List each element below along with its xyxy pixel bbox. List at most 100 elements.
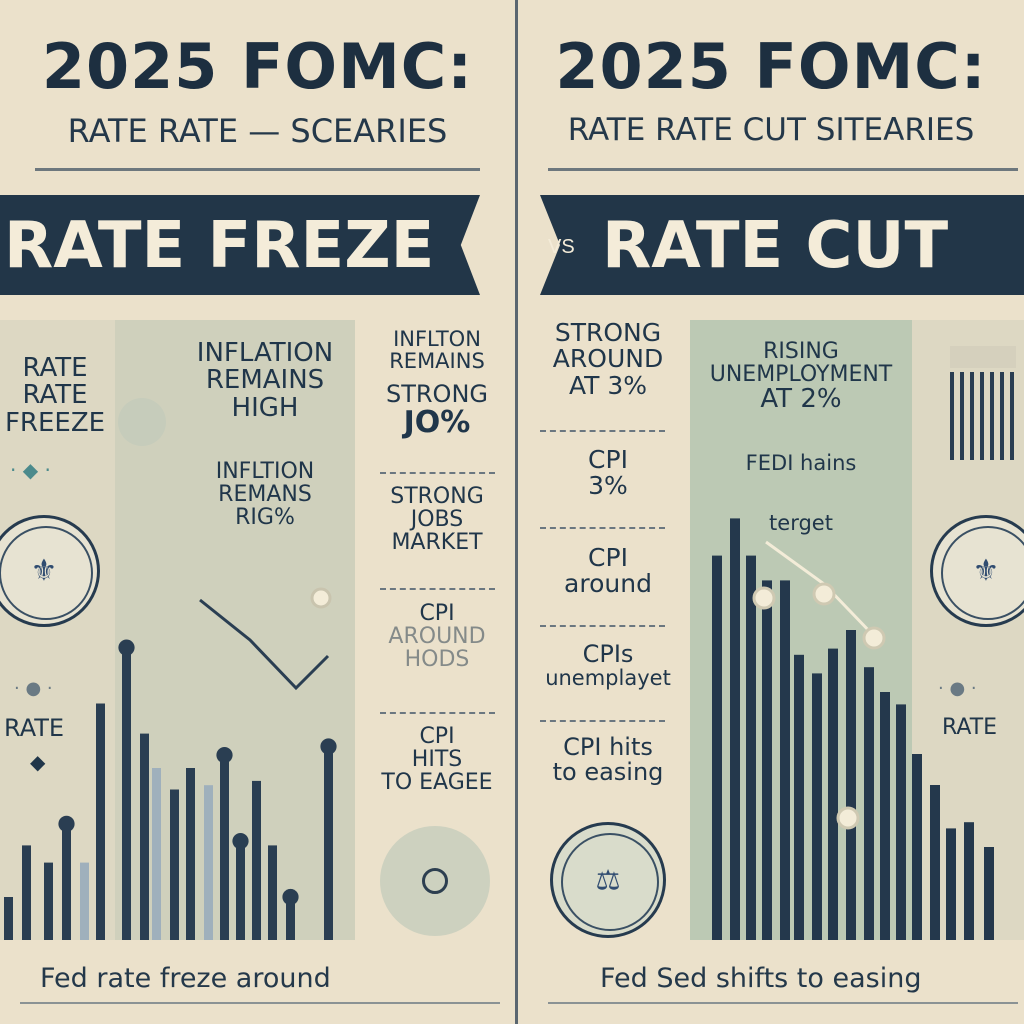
seal-ring bbox=[0, 526, 93, 620]
left-separator-3 bbox=[380, 712, 495, 714]
left-separator-2 bbox=[380, 588, 495, 590]
left-bar-12 bbox=[220, 755, 229, 940]
rcol2-line-1: CPI bbox=[588, 445, 628, 474]
col1-line-2: REMAINS bbox=[389, 349, 485, 374]
right-bar-2 bbox=[746, 555, 756, 940]
right-footer: Fed Sed shifts to easing bbox=[600, 963, 922, 994]
right-bar-1 bbox=[730, 518, 740, 940]
right-column-block-5: CPI hits to easing bbox=[528, 734, 688, 787]
right-trend-marker-3 bbox=[836, 806, 860, 830]
right-separator-4 bbox=[540, 720, 665, 722]
right-separator-3 bbox=[540, 625, 665, 627]
left-bar-6 bbox=[122, 647, 131, 940]
right-eagle-icon: ⚜ bbox=[972, 554, 1000, 588]
right-bar-14 bbox=[946, 828, 956, 940]
right-bar-8 bbox=[846, 630, 856, 940]
left-bar-7 bbox=[140, 733, 149, 940]
left-footer-rule bbox=[20, 1002, 500, 1004]
left-banner: RATE FREZE bbox=[0, 195, 480, 295]
left-bar-9 bbox=[170, 789, 179, 940]
right-footer-rule bbox=[548, 1002, 1018, 1004]
rcol1-line-2: AROUND bbox=[552, 344, 664, 374]
coin-icon bbox=[118, 398, 166, 446]
rcol5-line-2: to easing bbox=[552, 758, 664, 787]
left-trend-marker bbox=[310, 587, 332, 609]
col2-line-2: JOBS bbox=[410, 507, 464, 533]
right-bar-15 bbox=[964, 822, 974, 940]
col1-line-3: STRONG bbox=[385, 380, 488, 409]
vs-label: VS bbox=[548, 236, 575, 258]
right-center-label-2: terget bbox=[769, 511, 833, 535]
left-bar-14 bbox=[252, 780, 261, 940]
right-bar-12 bbox=[912, 754, 922, 940]
right-title-rule bbox=[548, 168, 1018, 171]
left-bar-2 bbox=[44, 862, 53, 940]
center-line-4: INFLTION bbox=[215, 459, 315, 484]
left-separator-1 bbox=[380, 472, 495, 474]
right-separator-1 bbox=[540, 430, 665, 432]
left-bar-10 bbox=[186, 768, 195, 940]
col3-line-3: HODS bbox=[404, 647, 470, 673]
col2-line-3: MARKET bbox=[391, 530, 483, 556]
left-bar-3-cap bbox=[58, 815, 75, 833]
left-bar-chart bbox=[4, 587, 337, 940]
right-rate-label: RATE bbox=[942, 715, 998, 740]
rcol4-line-2: unemplayet bbox=[545, 666, 671, 691]
left-title: 2025 FOMC: bbox=[41, 30, 474, 103]
building-pillars bbox=[950, 372, 1016, 460]
right-center-block-1: RISING UNEMPLOYMENT AT 2% bbox=[694, 340, 908, 413]
left-trend-line bbox=[199, 598, 330, 691]
left-bar-1 bbox=[22, 845, 31, 940]
center-line-6: RIG% bbox=[235, 505, 295, 531]
left-bar-13-cap bbox=[232, 833, 249, 850]
left-bar-11 bbox=[204, 785, 213, 940]
center-divider bbox=[515, 0, 518, 1024]
right-title: 2025 FOMC: bbox=[555, 30, 987, 103]
diamond-icon: · ◆ · bbox=[10, 458, 51, 482]
right-trend-marker-0 bbox=[752, 586, 776, 610]
building-roof bbox=[950, 346, 1016, 368]
left-side-label: RATE RATE FREEZE bbox=[0, 354, 110, 437]
left-rate-label: RATE bbox=[4, 714, 65, 742]
left-bar-17 bbox=[324, 746, 333, 940]
left-center-block-2: INFLTION REMANS RIG% bbox=[195, 460, 335, 529]
rcol3-line-2: around bbox=[564, 569, 652, 599]
right-separator-2 bbox=[540, 527, 665, 529]
col2-line-1: STRONG bbox=[390, 484, 484, 509]
left-column-block-1: INFLTON REMAINS STRONG JO% bbox=[372, 328, 502, 439]
right-dot-icon: · ● · bbox=[938, 678, 977, 699]
left-bar-15 bbox=[268, 845, 277, 940]
center-line-3: HIGH bbox=[231, 392, 299, 423]
bottom-coin-icon bbox=[380, 826, 490, 936]
right-center-label-1: FEDI hains bbox=[745, 451, 857, 475]
right-column-block-2: CPI 3% bbox=[528, 445, 688, 500]
fed-seal-icon: ⚜ bbox=[0, 515, 100, 627]
left-bar-3 bbox=[62, 823, 71, 940]
left-column-block-2: STRONG JOBS MARKET bbox=[372, 485, 502, 554]
left-footer: Fed rate freze around bbox=[40, 963, 331, 994]
left-panel: 2025 FOMC: RATE RATE — SCEARIES RATE FRE… bbox=[0, 30, 502, 1004]
col3-line-1: CPI bbox=[419, 601, 455, 626]
left-bar-16-cap bbox=[282, 888, 299, 906]
right-bar-6 bbox=[812, 673, 822, 940]
left-bar-0 bbox=[4, 897, 13, 940]
building-columns-icon bbox=[950, 346, 1016, 460]
right-column-block-3: CPI around bbox=[528, 543, 688, 599]
left-bar-6-cap bbox=[118, 639, 135, 656]
right-fed-seal-icon: ⚜ bbox=[930, 515, 1024, 627]
left-bar-13 bbox=[236, 841, 245, 940]
right-bar-7 bbox=[828, 648, 838, 940]
left-bar-5 bbox=[96, 703, 105, 940]
bottom-seal-ring bbox=[561, 833, 659, 931]
right-subtitle: RATE RATE CUT SITEARIES bbox=[567, 112, 975, 148]
side-label-line-2: RATE bbox=[22, 380, 88, 411]
left-column-block-4: CPI HITS TO EAGEE bbox=[372, 725, 502, 794]
right-column-block-4: CPIs unemplayet bbox=[528, 641, 688, 691]
right-bar-4 bbox=[780, 580, 790, 940]
rcol1-line-1: STRONG bbox=[554, 318, 662, 347]
bottom-fed-seal-icon: ⚖ bbox=[550, 822, 666, 938]
diamond-small-icon: ◆ bbox=[30, 750, 46, 774]
small-dot-icon: · ● · bbox=[14, 678, 53, 699]
rcol3-line-1: CPI bbox=[588, 543, 628, 572]
